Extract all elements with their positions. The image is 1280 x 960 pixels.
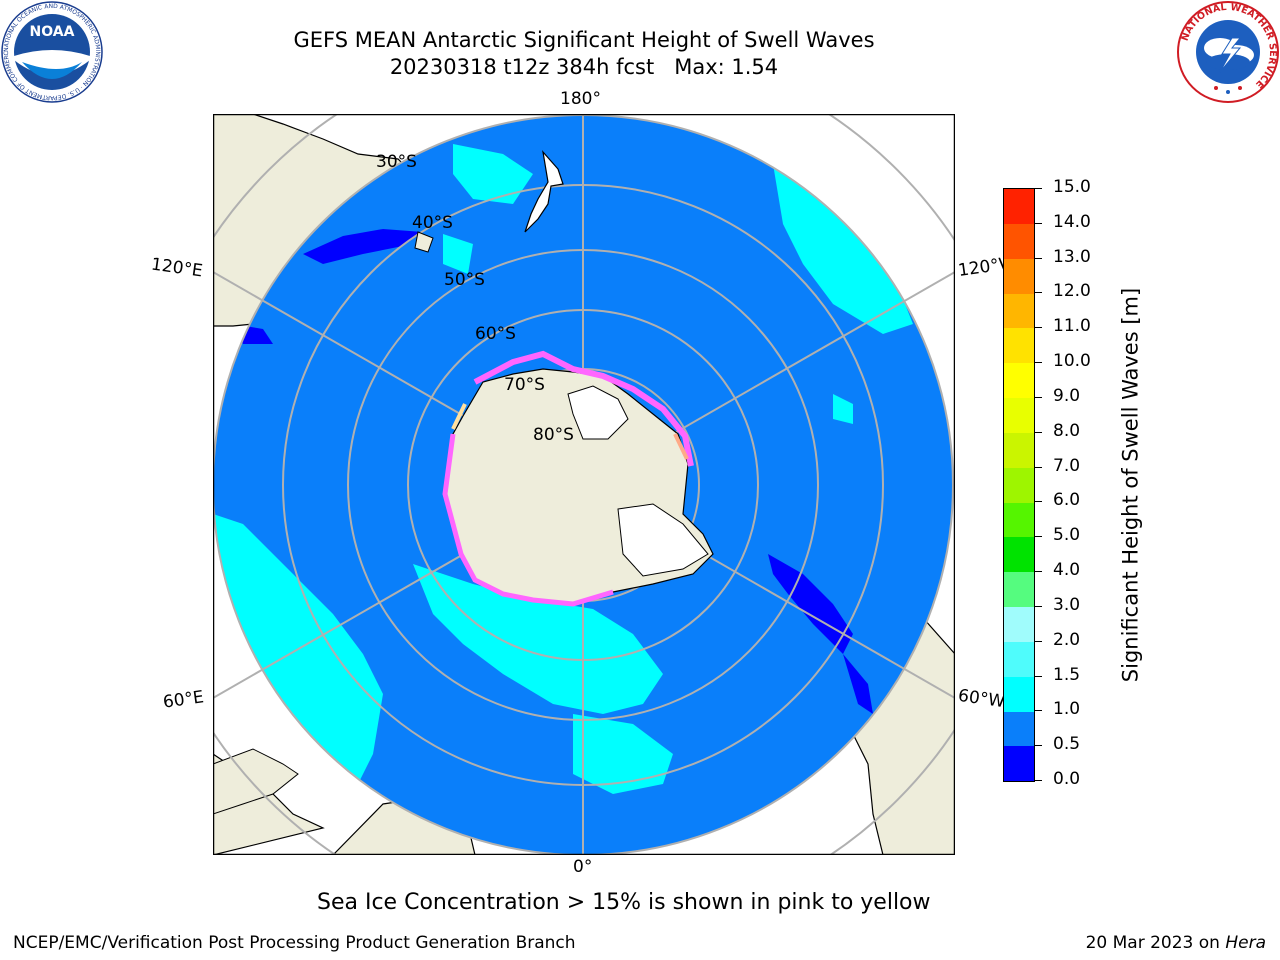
plot-title: GEFS MEAN Antarctic Significant Height o…	[293, 28, 875, 52]
colorbar-segment	[1004, 676, 1034, 712]
lat-label-30s: 30°S	[376, 152, 417, 172]
colorbar-segment	[1004, 502, 1034, 538]
colorbar-tick-label: 14.0	[1053, 211, 1091, 232]
colorbar-segment	[1004, 432, 1034, 468]
colorbar-segment	[1004, 293, 1034, 329]
map-frame	[213, 114, 955, 855]
colorbar-tick	[1034, 222, 1042, 224]
colorbar-tick	[1034, 362, 1042, 364]
lat-label-70s: 70°S	[504, 375, 545, 395]
colorbar-tick	[1034, 292, 1042, 294]
colorbar-tick	[1034, 745, 1042, 747]
colorbar-tick-label: 6.0	[1053, 490, 1081, 511]
antarctica	[444, 368, 714, 605]
nws-logo: NATIONAL WEATHER SERVICE	[1177, 1, 1279, 103]
lon-label-0: 0°	[573, 857, 593, 877]
colorbar-segment	[1004, 328, 1034, 364]
colorbar-segment	[1004, 746, 1034, 782]
colorbar-tick	[1034, 710, 1042, 712]
colorbar-segment	[1004, 641, 1034, 677]
lon-label-60e: 60°E	[161, 687, 206, 713]
lon-label-180: 180°	[560, 89, 601, 109]
colorbar-tick-label: 8.0	[1053, 420, 1081, 441]
colorbar-tick-label: 10.0	[1053, 351, 1091, 372]
colorbar-tick-label: 7.0	[1053, 455, 1081, 476]
colorbar-segment	[1004, 363, 1034, 399]
plot-subtitle: 20230318 t12z 384h fcst Max: 1.54	[389, 55, 779, 79]
polar-map	[213, 114, 955, 855]
colorbar-tick	[1034, 571, 1042, 573]
colorbar-segment	[1004, 606, 1034, 642]
colorbar-tick	[1034, 536, 1042, 538]
lon-label-60w: 60°W	[956, 685, 1007, 713]
colorbar-tick	[1034, 466, 1042, 468]
colorbar-segment	[1004, 537, 1034, 573]
colorbar-tick	[1034, 501, 1042, 503]
sea-ice-rim	[442, 350, 694, 607]
lat-label-60s: 60°S	[475, 324, 516, 344]
sea-ice-note: Sea Ice Concentration > 15% is shown in …	[317, 890, 931, 915]
colorbar-tick-label: 0.5	[1053, 734, 1081, 755]
colorbar-tick-label: 1.0	[1053, 699, 1081, 720]
colorbar-segment	[1004, 223, 1034, 259]
swell-patches-low	[233, 229, 873, 714]
colorbar-tick-label: 2.0	[1053, 629, 1081, 650]
colorbar	[1003, 188, 1035, 782]
colorbar-tick-label: 4.0	[1053, 560, 1081, 581]
footer-host: Hera	[1225, 933, 1266, 953]
noaa-logo: NATIONAL OCEANIC AND ATMOSPHERIC ADMINIS…	[0, 0, 103, 103]
colorbar-tick	[1034, 327, 1042, 329]
footer-credit: NCEP/EMC/Verification Post Processing Pr…	[13, 933, 576, 953]
colorbar-tick	[1034, 640, 1042, 642]
noaa-logo-text: NOAA	[30, 24, 75, 40]
colorbar-tick-label: 15.0	[1053, 177, 1091, 197]
colorbar-tick-label: 11.0	[1053, 316, 1091, 337]
colorbar-title: Significant Height of Swell Waves [m]	[1118, 287, 1143, 683]
colorbar-tick	[1034, 780, 1042, 781]
colorbar-tick	[1034, 188, 1042, 189]
colorbar-tick-label: 13.0	[1053, 246, 1091, 267]
colorbar-tick-label: 1.5	[1053, 664, 1081, 685]
lat-label-40s: 40°S	[412, 213, 453, 233]
colorbar-tick	[1034, 257, 1042, 259]
footer-date: 20 Mar 2023 on Hera	[1086, 933, 1266, 953]
tasmania	[414, 231, 434, 253]
colorbar-segment	[1004, 711, 1034, 747]
colorbar-tick	[1034, 675, 1042, 677]
colorbar-tick-label: 12.0	[1053, 281, 1091, 302]
lat-label-80s: 80°S	[533, 425, 574, 445]
footer-date-text: 20 Mar 2023 on	[1085, 933, 1226, 953]
colorbar-tick	[1034, 605, 1042, 607]
colorbar-tick	[1034, 396, 1042, 398]
new-zealand	[524, 150, 564, 233]
colorbar-tick-label: 0.0	[1053, 769, 1081, 789]
colorbar-tick-label: 5.0	[1053, 525, 1081, 546]
lat-label-50s: 50°S	[444, 270, 485, 290]
colorbar-segment	[1004, 572, 1034, 608]
colorbar-tick-label: 9.0	[1053, 385, 1081, 406]
colorbar-segment	[1004, 189, 1034, 224]
colorbar-segment	[1004, 467, 1034, 503]
colorbar-tick	[1034, 431, 1042, 433]
lon-label-120e: 120°E	[149, 254, 204, 282]
colorbar-segment	[1004, 258, 1034, 294]
colorbar-segment	[1004, 397, 1034, 433]
colorbar-tick-label: 3.0	[1053, 594, 1081, 615]
